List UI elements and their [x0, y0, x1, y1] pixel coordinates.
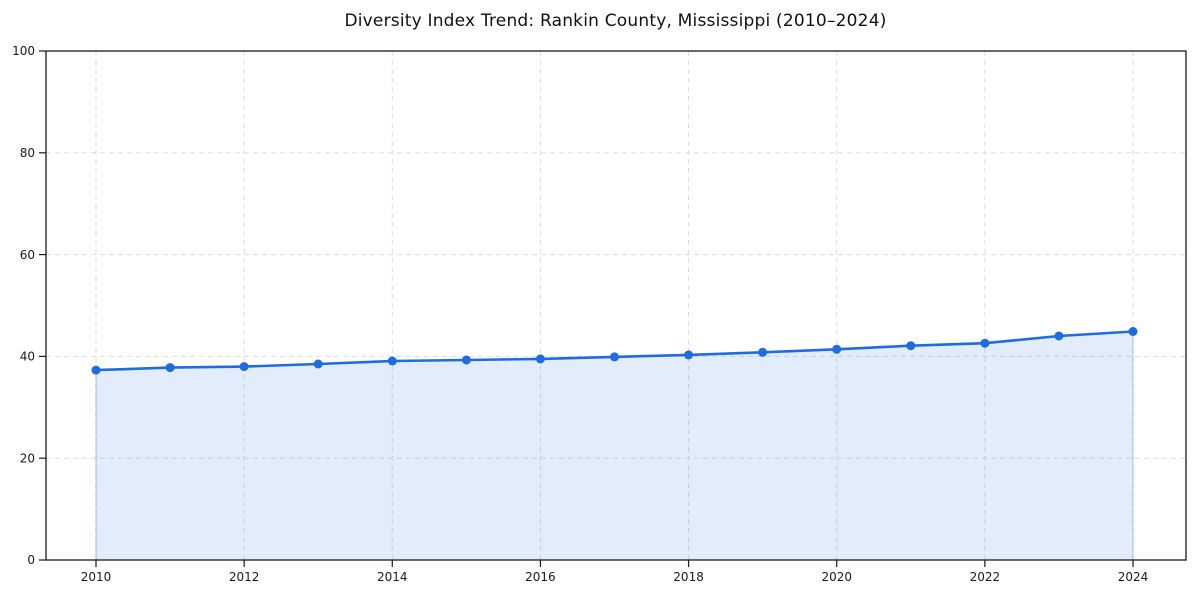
x-tick-label: 2018	[673, 570, 704, 584]
data-point-marker	[165, 363, 175, 373]
data-point-marker	[832, 344, 842, 354]
data-point-marker	[684, 350, 694, 360]
y-tick-label: 80	[20, 146, 35, 160]
data-point-marker	[906, 341, 916, 351]
plot-border	[45, 50, 1187, 561]
data-point-marker	[239, 362, 249, 372]
data-point-marker	[980, 338, 990, 348]
x-tick-label: 2022	[970, 570, 1001, 584]
x-tick-label: 2012	[229, 570, 260, 584]
y-tick-label: 0	[27, 553, 35, 567]
y-tick-label: 40	[20, 350, 35, 364]
x-tick-label: 2014	[377, 570, 408, 584]
data-point-marker	[91, 365, 101, 375]
data-point-marker	[387, 356, 397, 366]
data-point-marker	[535, 354, 545, 364]
y-tick-label: 60	[20, 248, 35, 262]
x-tick-label: 2016	[525, 570, 556, 584]
data-point-marker	[758, 347, 768, 357]
data-point-marker	[1054, 331, 1064, 341]
x-tick-label: 2024	[1118, 570, 1149, 584]
x-tick-label: 2010	[81, 570, 112, 584]
data-point-marker	[1128, 327, 1138, 336]
data-point-marker	[461, 355, 471, 365]
y-tick-label: 100	[12, 44, 35, 58]
y-tick-label: 20	[20, 451, 35, 465]
area-fill	[96, 331, 1133, 560]
x-tick-label: 2020	[821, 570, 852, 584]
data-point-marker	[313, 359, 323, 369]
chart-title: Diversity Index Trend: Rankin County, Mi…	[344, 11, 887, 31]
data-point-marker	[610, 352, 619, 362]
